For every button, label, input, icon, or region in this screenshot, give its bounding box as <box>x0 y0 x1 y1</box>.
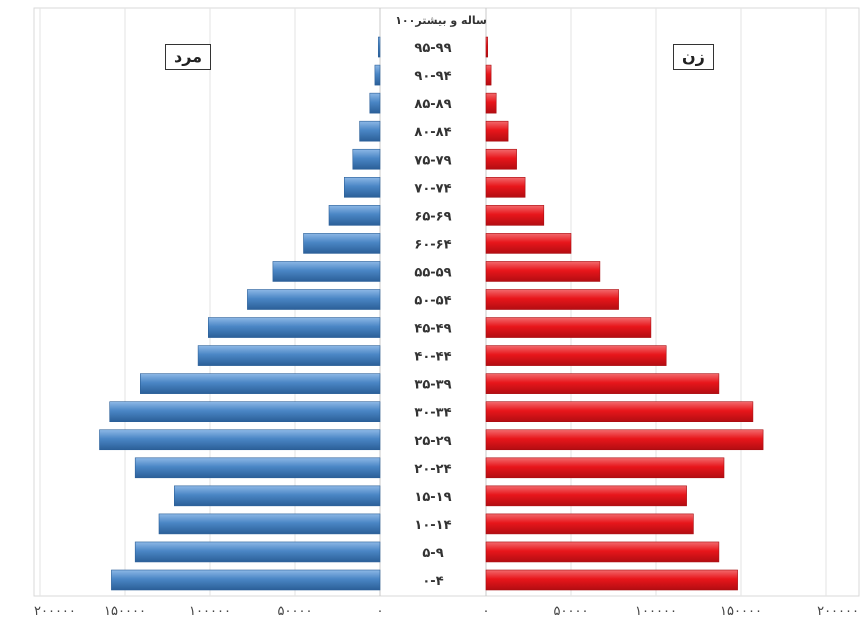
bar-male <box>109 401 381 423</box>
tick-label-left: ۱۰۰۰۰۰ <box>189 604 231 619</box>
category-label: ۳۰-۳۴ <box>414 406 451 421</box>
bar-male <box>272 261 381 282</box>
bar-male <box>352 148 381 170</box>
category-label: ۱۰۰ساله و بیشتر <box>395 14 487 27</box>
bar-male <box>158 513 381 535</box>
bar-female <box>485 36 489 58</box>
bar-male <box>99 429 381 451</box>
tick-label-right: ۱۵۰۰۰۰ <box>720 604 762 619</box>
bar-female <box>485 541 720 563</box>
bar-male <box>174 485 381 507</box>
legend-male: مرد <box>165 44 212 70</box>
bar-female <box>485 513 694 535</box>
category-label: ۸۵-۸۹ <box>414 97 451 112</box>
category-label: ۵۰-۵۴ <box>414 294 451 309</box>
tick-label-right: ۲۰۰۰۰۰ <box>817 604 859 619</box>
bar-female <box>485 429 764 451</box>
bar-female <box>485 120 509 142</box>
bar-female <box>485 148 517 170</box>
category-label: ۱۰-۱۴ <box>414 518 451 533</box>
category-label: ۹۰-۹۴ <box>414 69 451 84</box>
bar-female <box>485 289 619 310</box>
bar-female <box>485 205 545 226</box>
category-label: ۱۵-۱۹ <box>414 490 451 505</box>
bar-female <box>485 401 754 423</box>
tick-label-left: ۱۵۰۰۰۰ <box>104 604 146 619</box>
tick-label-right: ۰ <box>483 604 490 619</box>
category-label: ۷۰-۷۴ <box>414 181 451 196</box>
category-label: ۵-۹ <box>422 546 443 561</box>
bar-male <box>111 569 381 591</box>
category-label: ۰-۴ <box>422 574 443 589</box>
tick-label-right: ۱۰۰۰۰۰ <box>635 604 677 619</box>
bar-female <box>485 177 526 198</box>
bar-female <box>485 317 652 338</box>
legend-female: زن <box>673 44 714 70</box>
bar-male <box>374 64 381 86</box>
bar-female <box>485 457 725 479</box>
tick-label-right: ۵۰۰۰۰ <box>554 604 589 619</box>
bar-male <box>328 205 381 226</box>
category-label: ۸۰-۸۴ <box>414 125 451 140</box>
bar-male <box>208 317 381 338</box>
bar-male <box>369 92 381 114</box>
bar-male <box>134 541 381 563</box>
bar-female <box>485 233 572 254</box>
tick-label-left: ۰ <box>377 604 384 619</box>
bar-female <box>485 485 687 507</box>
bar-male <box>359 120 381 142</box>
bar-male <box>140 373 381 394</box>
category-label: ۲۰-۲۴ <box>414 462 451 477</box>
category-label: ۴۰-۴۴ <box>414 350 451 365</box>
bar-male <box>247 289 381 310</box>
bar-female <box>485 261 601 282</box>
category-label: ۷۵-۷۹ <box>414 153 451 168</box>
category-label: ۵۵-۵۹ <box>414 265 451 280</box>
bar-male <box>303 233 381 254</box>
bar-male <box>197 345 381 366</box>
category-label: ۲۵-۲۹ <box>414 434 451 449</box>
plot-frame <box>33 7 860 597</box>
bar-female <box>485 373 720 394</box>
bar-female <box>485 92 497 114</box>
bar-female <box>485 345 667 366</box>
category-label: ۴۵-۴۹ <box>414 322 451 337</box>
bar-male <box>134 457 381 479</box>
bar-female <box>485 569 738 591</box>
tick-label-left: ۵۰۰۰۰ <box>278 604 313 619</box>
tick-label-left: ۲۰۰۰۰۰ <box>34 604 76 619</box>
category-label: ۶۵-۶۹ <box>414 209 451 224</box>
bar-female <box>485 64 492 86</box>
category-label: ۶۰-۶۴ <box>414 237 451 252</box>
bar-male <box>343 177 381 198</box>
category-label: ۳۵-۳۹ <box>414 378 451 393</box>
category-label: ۹۵-۹۹ <box>414 41 451 56</box>
bar-male <box>377 36 381 58</box>
